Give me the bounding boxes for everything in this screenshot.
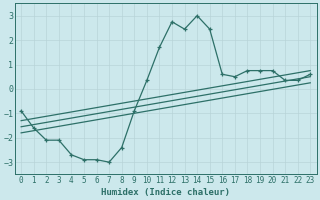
X-axis label: Humidex (Indice chaleur): Humidex (Indice chaleur) bbox=[101, 188, 230, 197]
